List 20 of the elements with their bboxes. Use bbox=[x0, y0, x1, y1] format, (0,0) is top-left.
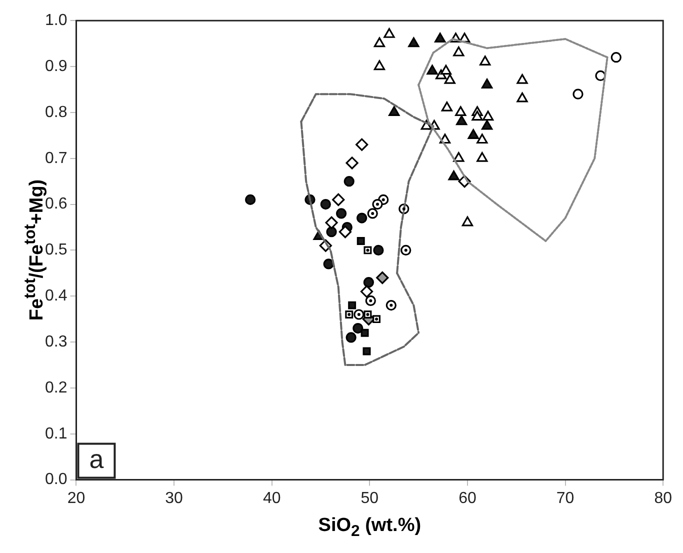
y-tick-label: 0.7 bbox=[44, 150, 68, 167]
x-tick-label: 60 bbox=[458, 490, 476, 507]
annotation: a bbox=[89, 444, 104, 474]
y-tick-label: 0.6 bbox=[44, 196, 68, 213]
y-tick-label: 0.1 bbox=[44, 425, 68, 442]
y-tick-label: 0.4 bbox=[44, 288, 68, 305]
x-axis-title: SiO$_{2}$ (wt.%) bbox=[317, 515, 422, 541]
x-tick-label: 70 bbox=[556, 490, 574, 507]
x-tick-label: 20 bbox=[67, 490, 86, 507]
x-tick-label: 50 bbox=[360, 490, 379, 507]
y-tick-label: 0.0 bbox=[44, 471, 68, 488]
y-tick-label: 0.5 bbox=[44, 242, 68, 259]
x-tick-label: 30 bbox=[165, 490, 184, 507]
x-tick-label: 80 bbox=[654, 490, 672, 507]
y-tick-label: 0.8 bbox=[44, 104, 68, 121]
y-tick-label: 0.2 bbox=[44, 379, 68, 396]
y-tick-label: 0.3 bbox=[44, 333, 68, 350]
y-tick-label: 0.9 bbox=[44, 58, 68, 75]
x-tick-label: 40 bbox=[262, 490, 281, 507]
y-tick-label: 1.0 bbox=[44, 12, 68, 30]
